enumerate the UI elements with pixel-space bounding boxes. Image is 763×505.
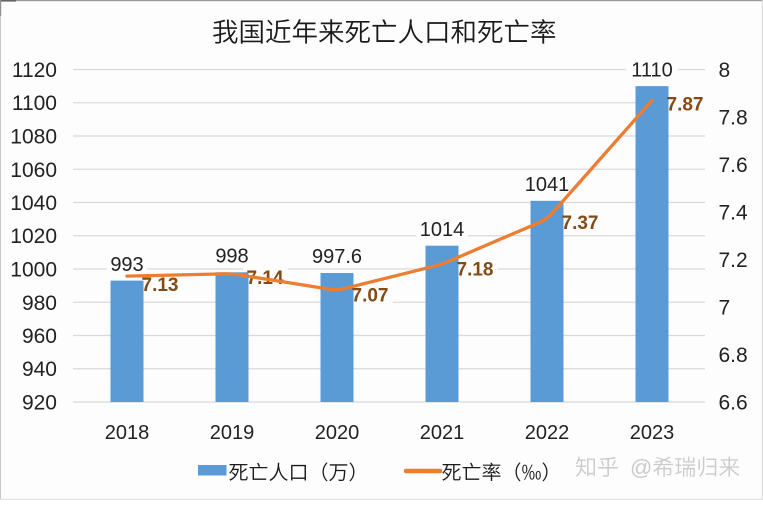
svg-text:@: @: [630, 455, 652, 480]
svg-text:1014: 1014: [420, 219, 465, 241]
svg-text:1120: 1120: [12, 59, 57, 82]
svg-text:993: 993: [110, 254, 143, 276]
svg-text:940: 940: [22, 358, 57, 381]
svg-text:7: 7: [719, 297, 731, 320]
svg-text:7.2: 7.2: [719, 249, 748, 272]
svg-text:1080: 1080: [10, 126, 57, 149]
svg-text:7.4: 7.4: [719, 202, 749, 225]
svg-text:6.6: 6.6: [719, 392, 748, 415]
svg-text:8: 8: [719, 59, 731, 82]
svg-text:2018: 2018: [105, 422, 150, 444]
svg-text:6.8: 6.8: [719, 344, 748, 367]
svg-text:2023: 2023: [630, 422, 675, 444]
svg-text:1100: 1100: [12, 92, 57, 115]
svg-text:7.18: 7.18: [457, 259, 494, 280]
svg-text:7.13: 7.13: [142, 275, 179, 296]
svg-text:7.8: 7.8: [719, 107, 748, 130]
svg-text:1000: 1000: [10, 259, 57, 282]
svg-text:7.87: 7.87: [667, 94, 704, 115]
svg-text:920: 920: [22, 392, 57, 415]
svg-text:997.6: 997.6: [312, 246, 362, 268]
svg-text:1041: 1041: [525, 174, 570, 196]
svg-text:980: 980: [22, 292, 57, 315]
svg-text:2022: 2022: [525, 422, 570, 444]
svg-text:2021: 2021: [420, 422, 465, 444]
svg-text:7.6: 7.6: [719, 154, 748, 177]
svg-text:1060: 1060: [10, 159, 57, 182]
svg-text:7.37: 7.37: [562, 213, 599, 234]
svg-text:1040: 1040: [10, 192, 57, 215]
svg-text:998: 998: [215, 246, 248, 268]
svg-text:1110: 1110: [631, 59, 673, 81]
svg-text:2020: 2020: [315, 422, 360, 444]
svg-text:960: 960: [22, 325, 57, 348]
svg-text:2019: 2019: [210, 422, 255, 444]
svg-text:7.07: 7.07: [352, 285, 389, 306]
svg-text:1020: 1020: [10, 225, 57, 248]
